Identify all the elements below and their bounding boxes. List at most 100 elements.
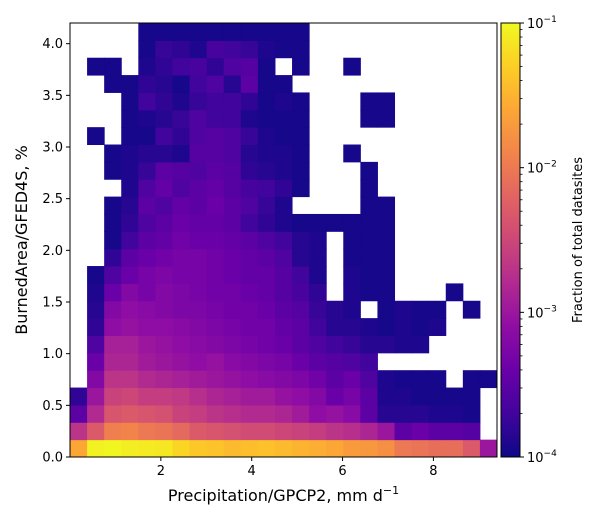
- heatmap-cell: [274, 370, 293, 389]
- heatmap-cell: [70, 404, 88, 423]
- heatmap-cell: [206, 144, 225, 163]
- heatmap-cell: [206, 439, 225, 458]
- heatmap-cell: [274, 404, 293, 423]
- heatmap-cell: [223, 387, 242, 406]
- heatmap-cell: [257, 248, 276, 267]
- heatmap-cell: [274, 439, 293, 458]
- heatmap-cell: [292, 387, 310, 406]
- x-tick-label: 4: [248, 464, 256, 479]
- heatmap-cell: [189, 300, 208, 319]
- heatmap-cell: [189, 75, 208, 93]
- heatmap-cell: [138, 300, 156, 319]
- heatmap-cell: [377, 370, 396, 389]
- heatmap-cell: [87, 283, 105, 302]
- heatmap-cell: [138, 387, 156, 406]
- heatmap-cell: [87, 439, 105, 458]
- heatmap-cell: [189, 161, 208, 180]
- heatmap-cell: [240, 127, 259, 146]
- heatmap-cell: [206, 404, 225, 423]
- heatmap-cell: [309, 213, 327, 232]
- heatmap-cell: [138, 404, 156, 423]
- heatmap-cell: [189, 57, 208, 76]
- heatmap-cell: [240, 213, 259, 232]
- heatmap-cell: [121, 370, 139, 389]
- heatmap-cell: [292, 23, 310, 41]
- heatmap-cell: [394, 300, 413, 319]
- heatmap-cell: [206, 318, 225, 336]
- heatmap-cell: [155, 387, 173, 406]
- heatmap-cell: [172, 318, 191, 336]
- heatmap-cell: [223, 40, 242, 59]
- heatmap-cell: [121, 387, 139, 406]
- heatmap-cell: [292, 318, 310, 336]
- heatmap-cell: [274, 266, 293, 284]
- heatmap-cell: [360, 161, 378, 180]
- heatmap-cell: [155, 75, 173, 93]
- heatmap-cell: [292, 231, 310, 250]
- heatmap-cell: [121, 283, 139, 302]
- heatmap-cell: [257, 57, 276, 76]
- heatmap-cell: [240, 161, 259, 180]
- heatmap-cell: [377, 387, 396, 406]
- colorbar-label: Fraction of total datasites: [571, 157, 586, 323]
- heatmap-cell: [104, 352, 122, 371]
- heatmap-cell: [206, 231, 225, 250]
- heatmap-cell: [292, 352, 310, 371]
- colorbar-tick-label: 10−4: [527, 449, 557, 466]
- heatmap-cell: [206, 75, 225, 93]
- heatmap-cell: [292, 248, 310, 267]
- heatmap-cell: [309, 422, 327, 441]
- heatmap-cell: [274, 318, 293, 336]
- heatmap-cell: [377, 248, 396, 267]
- heatmap-cell: [274, 196, 293, 215]
- heatmap-cell: [343, 370, 361, 389]
- heatmap-cell: [428, 300, 447, 319]
- heatmap-cell: [138, 213, 156, 232]
- heatmap-cell: [223, 213, 242, 232]
- heatmap-cell: [87, 370, 105, 389]
- heatmap-cell: [104, 335, 122, 354]
- heatmap-cell: [155, 40, 173, 59]
- heatmap-cell: [104, 231, 122, 250]
- heatmap-cell: [240, 109, 259, 128]
- heatmap-cell: [206, 387, 225, 406]
- heatmap-cell: [223, 109, 242, 128]
- heatmap-cell: [206, 92, 225, 111]
- heatmap-cell: [240, 23, 259, 41]
- heatmap-cell: [377, 335, 396, 354]
- heatmap-cell: [274, 40, 293, 59]
- heatmap-cell: [172, 266, 191, 284]
- heatmap-cell: [377, 109, 396, 128]
- heatmap-cell: [138, 248, 156, 267]
- heatmap-cell: [172, 213, 191, 232]
- heatmap-cell: [240, 144, 259, 163]
- colorbar-tick-label: 10−1: [527, 15, 557, 32]
- heatmap-cell: [172, 335, 191, 354]
- heatmap-cell: [138, 23, 156, 41]
- colorbar-gradient: [501, 23, 520, 457]
- heatmap-cell: [274, 179, 293, 198]
- heatmap-cell: [121, 318, 139, 336]
- heatmap-cell: [172, 404, 191, 423]
- heatmap-cell: [138, 179, 156, 198]
- heatmap-cell: [394, 387, 413, 406]
- heatmap-cell: [343, 300, 361, 319]
- heatmap-cell: [257, 109, 276, 128]
- heatmap-cell: [309, 335, 327, 354]
- heatmap-cell: [274, 283, 293, 302]
- heatmap-cell: [360, 196, 378, 215]
- heatmap-cell: [189, 318, 208, 336]
- heatmap-cell: [343, 422, 361, 441]
- heatmap-cell: [240, 196, 259, 215]
- heatmap-cell: [155, 231, 173, 250]
- y-tick-label: 3.5: [42, 89, 63, 104]
- heatmap-cell: [104, 318, 122, 336]
- heatmap-cell: [155, 370, 173, 389]
- heatmap-cell: [189, 144, 208, 163]
- heatmap-cell: [257, 23, 276, 41]
- plot-area: 2 4 6 8 0.0 0.5 1.0 1.5 2.0 2.5 3.0 3.5 4.0: [42, 22, 498, 479]
- heatmap-cell: [394, 370, 413, 389]
- heatmap-cell: [292, 283, 310, 302]
- heatmap-cell: [240, 300, 259, 319]
- heatmap-cell: [462, 422, 481, 441]
